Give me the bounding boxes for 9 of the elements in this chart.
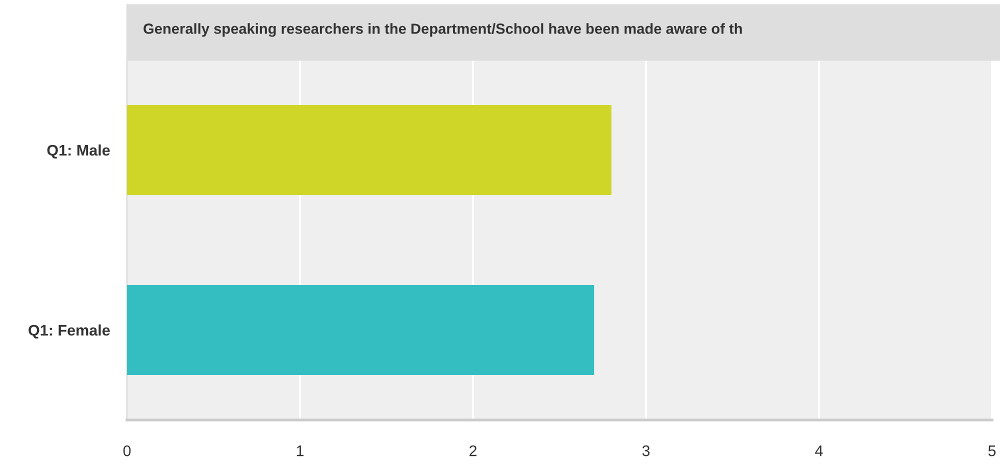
x-tick-label: 1 [296, 446, 304, 456]
chart-title: Generally speaking researchers in the Department/School have been made aware of th [144, 23, 742, 37]
y-tick-label: Q1: Male [47, 144, 110, 159]
x-tick-label: 4 [815, 446, 823, 456]
x-tick-label: 3 [642, 445, 650, 456]
y-tick-label: Q1: Female [28, 324, 110, 339]
x-tick-label: 0 [123, 445, 131, 456]
x-tick-label: 2 [470, 445, 476, 456]
x-tick-label: 5 [988, 446, 996, 456]
